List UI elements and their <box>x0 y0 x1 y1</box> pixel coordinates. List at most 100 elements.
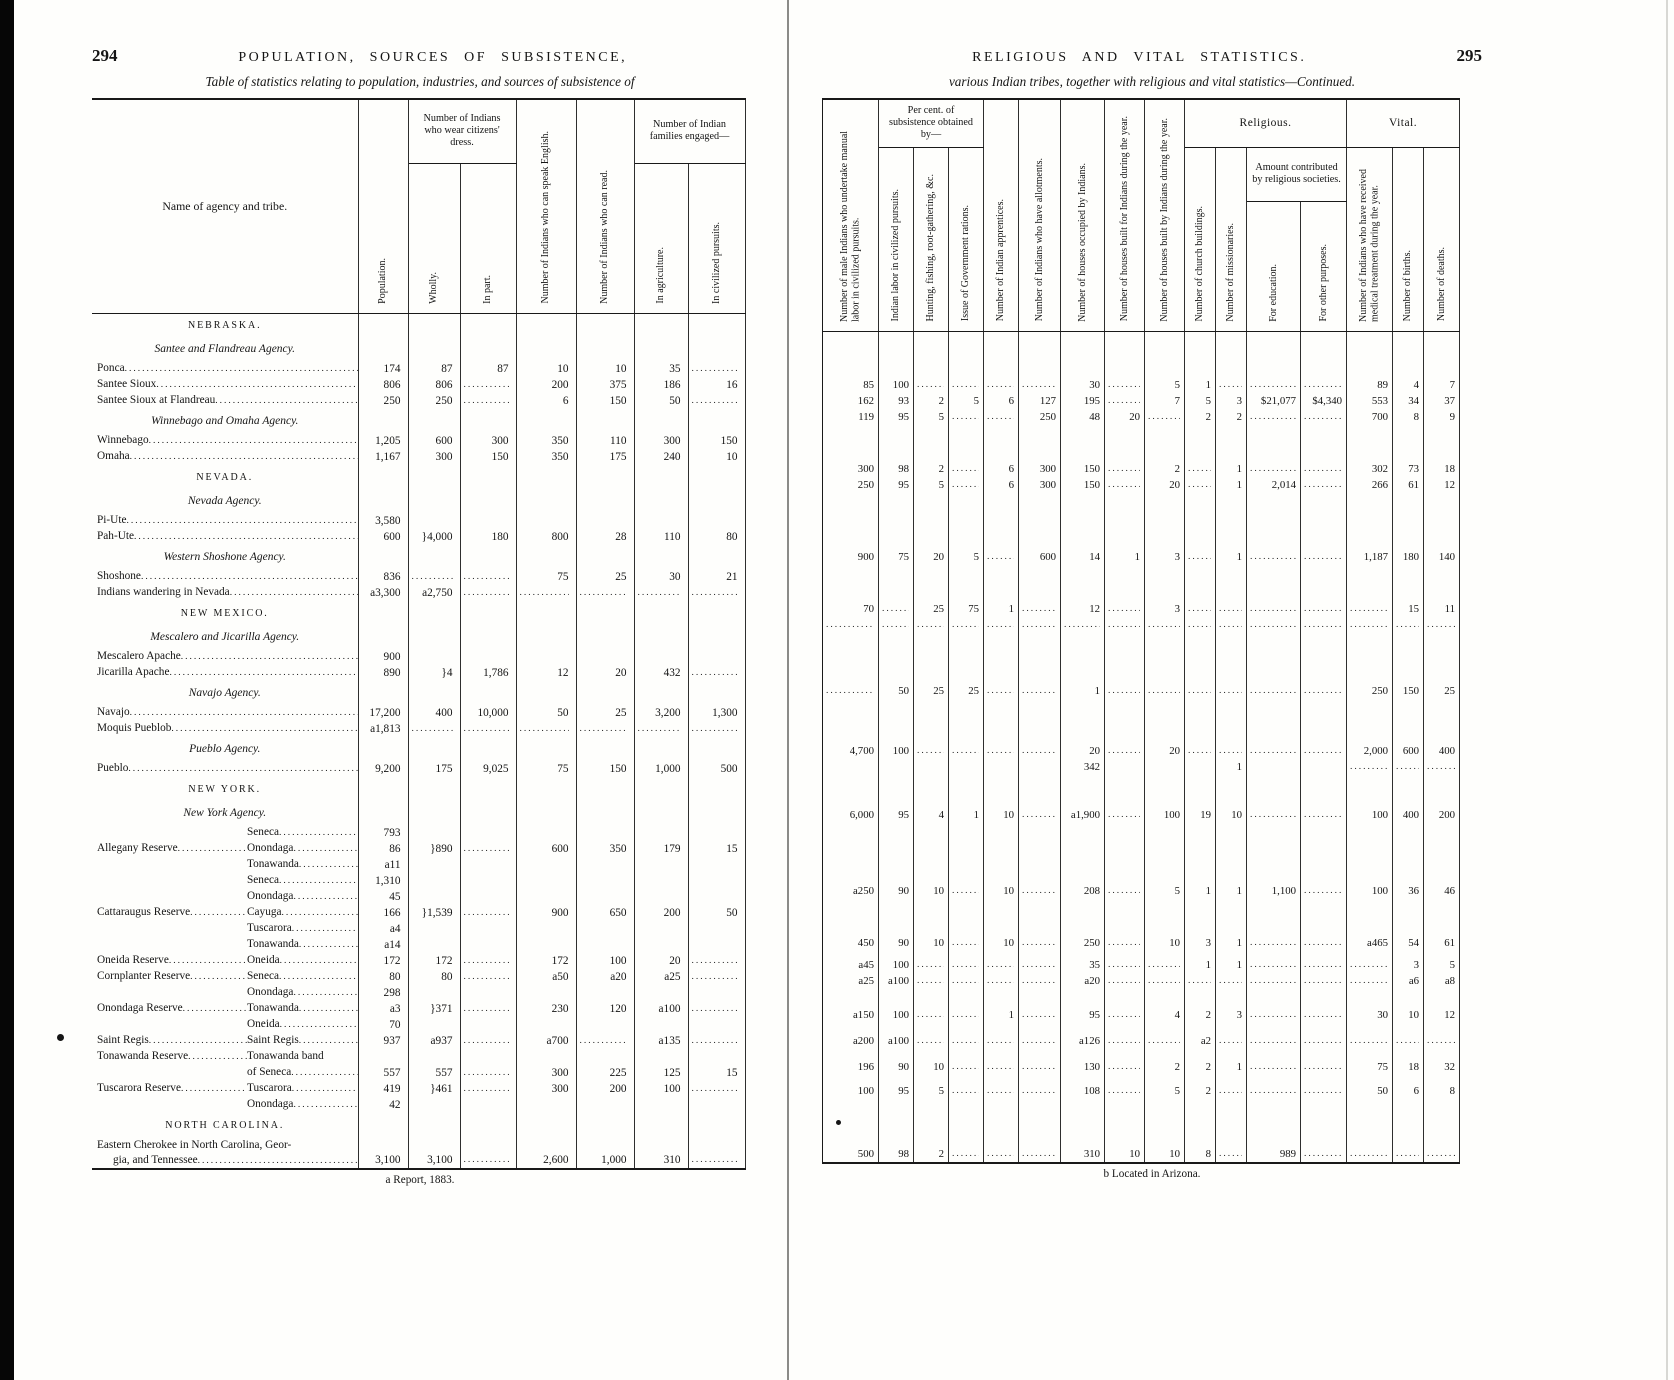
col-header-wholly: Wholly. <box>408 163 461 314</box>
table-row: Allegany ReserveOnondaga86}890 6003501791… <box>92 841 746 857</box>
value-cell <box>688 1033 746 1049</box>
col-header-houses-built-by: Number of houses built by Indians during… <box>1144 99 1186 332</box>
value-cell <box>1423 759 1461 775</box>
table-row <box>822 617 1461 633</box>
value-cell <box>822 617 879 633</box>
value-cell: a20 <box>576 969 635 985</box>
value-cell: 100 <box>576 953 635 969</box>
value-cell <box>1300 1083 1348 1099</box>
empty-cell <box>822 1023 879 1033</box>
value-cell: 1,205 <box>358 433 409 449</box>
value-cell: 2 <box>913 1147 949 1163</box>
empty-cell <box>358 465 409 489</box>
value-cell <box>576 1097 635 1113</box>
value-cell <box>983 957 1020 973</box>
empty-cell <box>1184 699 1217 743</box>
value-cell: 80 <box>688 529 746 545</box>
table-row: Onondaga42 <box>92 1097 746 1113</box>
value-cell <box>460 921 517 937</box>
col-header-speak-english: Number of Indians who can speak English. <box>516 99 577 314</box>
empty-cell <box>1104 775 1146 807</box>
value-cell: 100 <box>1144 807 1186 823</box>
empty-cell <box>408 313 461 337</box>
value-cell: 300 <box>634 433 689 449</box>
empty-cell <box>948 1099 985 1147</box>
table-row: Santee and Flandreau Agency. <box>92 337 746 361</box>
value-cell: 4 <box>1392 377 1425 393</box>
population-table-head: Name of agency and tribe. Population. Nu… <box>92 99 746 314</box>
value-cell: 150 <box>1060 461 1106 477</box>
value-cell: 10 <box>516 361 577 377</box>
empty-cell <box>576 681 635 705</box>
value-cell: 450 <box>822 935 879 951</box>
empty-cell <box>1392 899 1425 935</box>
value-cell: 98 <box>878 461 914 477</box>
row-label: Tuscarora <box>92 921 359 937</box>
value-cell <box>983 1033 1020 1049</box>
value-cell: 25 <box>1423 683 1461 699</box>
value-cell: 8 <box>1423 1083 1461 1099</box>
value-cell <box>878 601 914 617</box>
row-label: Seneca <box>92 825 359 841</box>
value-cell <box>516 721 577 737</box>
value-cell <box>1184 549 1217 565</box>
value-cell: 85 <box>822 377 879 393</box>
value-cell <box>688 1081 746 1097</box>
agency-heading: New York Agency. <box>92 801 359 825</box>
empty-cell <box>878 951 914 957</box>
empty-cell <box>576 601 635 625</box>
empty-cell <box>1423 1075 1461 1083</box>
value-cell <box>1215 377 1248 393</box>
empty-cell <box>948 331 985 377</box>
empty-cell <box>688 1113 746 1137</box>
value-cell: 3 <box>1392 957 1425 973</box>
value-cell <box>1215 1033 1248 1049</box>
value-cell: 15 <box>688 841 746 857</box>
empty-cell <box>1184 565 1217 601</box>
religious-table-body: 851003051894716293256127195753$21,077$4,… <box>822 331 1461 1163</box>
value-cell <box>688 1097 746 1113</box>
empty-cell <box>688 625 746 649</box>
empty-cell <box>1060 823 1106 883</box>
empty-cell <box>913 775 949 807</box>
value-cell: 75 <box>948 601 985 617</box>
value-cell: 806 <box>408 377 461 393</box>
value-cell <box>460 1001 517 1017</box>
value-cell <box>1018 601 1062 617</box>
value-cell: a1,900 <box>1060 807 1106 823</box>
value-cell <box>1246 807 1302 823</box>
col-header-in-agriculture: In agriculture. <box>634 163 689 314</box>
value-cell <box>1144 957 1186 973</box>
value-cell <box>460 985 517 1001</box>
value-cell: 5 <box>913 1083 949 1099</box>
empty-cell <box>1246 565 1302 601</box>
empty-cell <box>1215 331 1248 377</box>
value-cell: 108 <box>1060 1083 1106 1099</box>
table-row <box>822 989 1461 1007</box>
row-label: Tonawanda ReserveTonawanda band <box>92 1049 359 1065</box>
value-cell: 110 <box>634 529 689 545</box>
value-cell: 12 <box>1423 477 1461 493</box>
empty-cell <box>983 989 1020 1007</box>
empty-cell <box>1104 1099 1146 1147</box>
empty-cell <box>516 1113 577 1137</box>
value-cell <box>634 1049 689 1065</box>
empty-cell <box>408 465 461 489</box>
value-cell: 1,000 <box>576 1153 635 1169</box>
value-cell: 6 <box>983 393 1020 409</box>
value-cell <box>1144 409 1186 425</box>
empty-cell <box>1423 1023 1461 1033</box>
empty-cell <box>878 1075 914 1083</box>
empty-cell <box>358 625 409 649</box>
value-cell <box>878 759 914 775</box>
empty-cell <box>688 681 746 705</box>
value-cell <box>1018 935 1062 951</box>
empty-cell <box>1184 989 1217 1007</box>
value-cell: 557 <box>358 1065 409 1081</box>
empty-cell <box>1215 899 1248 935</box>
value-cell: a25 <box>822 973 879 989</box>
value-cell <box>408 513 461 529</box>
